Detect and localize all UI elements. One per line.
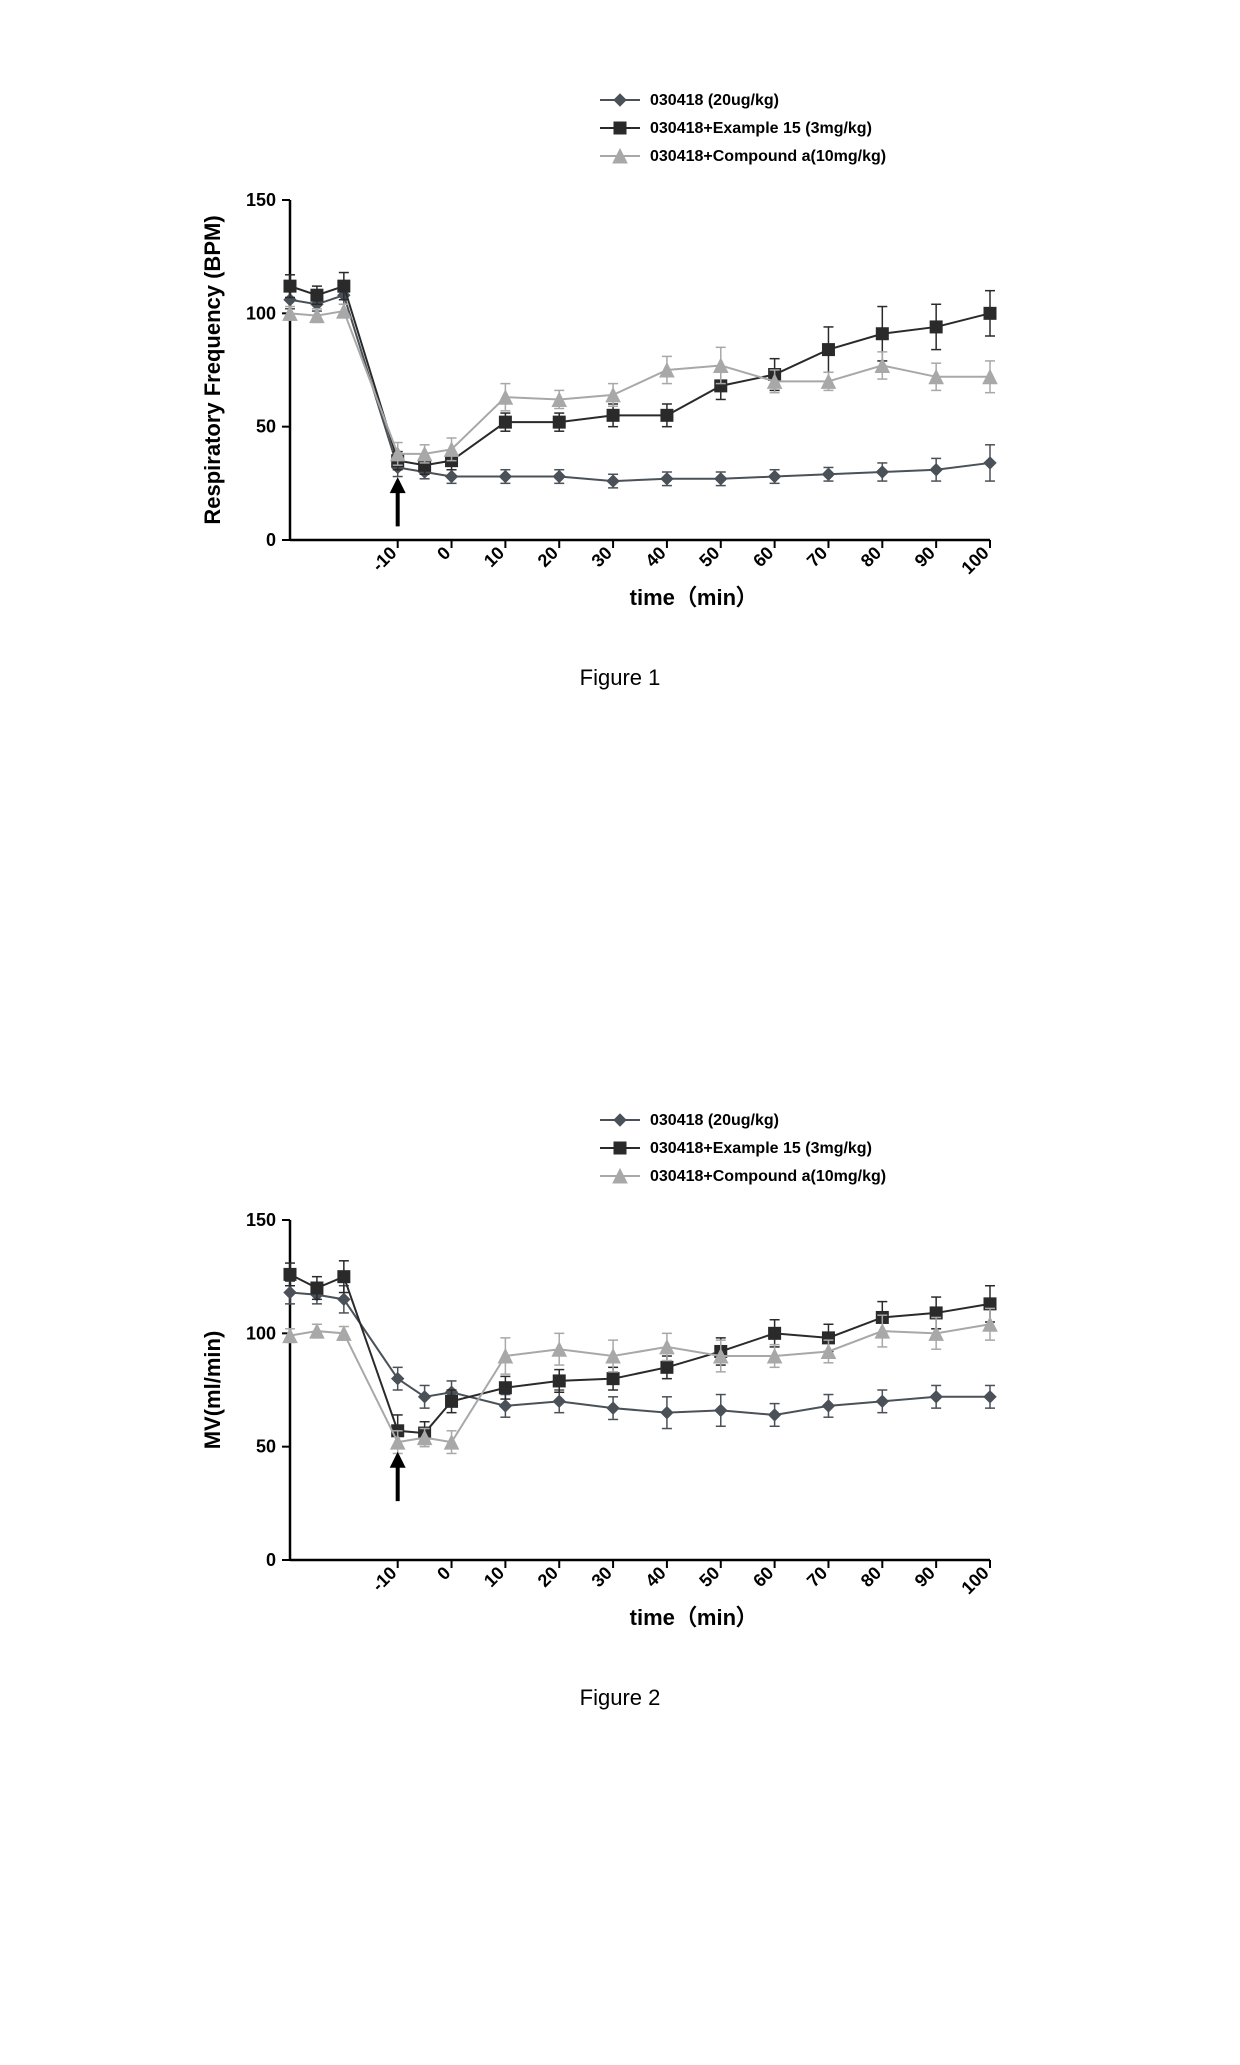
svg-text:60: 60 xyxy=(749,1563,777,1591)
svg-text:100: 100 xyxy=(957,1563,992,1598)
figure-1-chart: 050100150-100102030405060708090100Respir… xyxy=(170,80,1070,640)
svg-text:030418 (20ug/kg): 030418 (20ug/kg) xyxy=(650,1112,779,1129)
page: 0 50 100 150 -10 0 10 20 30 40 50 60 70 80 90 100 Respir… xyxy=(0,0,1240,2065)
svg-text:40: 40 xyxy=(641,543,669,571)
figure-2-block: 050100150-100102030405060708090100MV(ml/… xyxy=(170,1100,1070,1711)
svg-text:50: 50 xyxy=(695,1563,723,1591)
svg-text:030418+Compound a(10mg/kg): 030418+Compound a(10mg/kg) xyxy=(650,148,886,165)
svg-text:100: 100 xyxy=(246,1323,276,1343)
svg-text:90: 90 xyxy=(911,1563,939,1591)
svg-text:0: 0 xyxy=(266,530,276,550)
figure-2-chart: 050100150-100102030405060708090100MV(ml/… xyxy=(170,1100,1070,1660)
svg-text:80: 80 xyxy=(857,1563,885,1591)
svg-text:90: 90 xyxy=(911,543,939,571)
svg-text:10: 10 xyxy=(480,543,508,571)
svg-text:0: 0 xyxy=(266,1550,276,1570)
figure-1-block: 050100150-100102030405060708090100Respir… xyxy=(170,80,1070,691)
svg-text:time（min）: time（min） xyxy=(630,585,758,610)
svg-text:60: 60 xyxy=(749,543,777,571)
svg-text:100: 100 xyxy=(957,543,992,578)
svg-text:30: 30 xyxy=(588,1563,616,1591)
svg-text:-10: -10 xyxy=(368,543,401,576)
svg-text:50: 50 xyxy=(256,417,276,437)
svg-text:150: 150 xyxy=(246,1210,276,1230)
svg-text:030418+Example 15 (3mg/kg): 030418+Example 15 (3mg/kg) xyxy=(650,120,872,137)
svg-text:Respiratory Frequency (BPM): Respiratory Frequency (BPM) xyxy=(200,215,225,524)
svg-text:70: 70 xyxy=(803,1563,831,1591)
svg-text:40: 40 xyxy=(641,1563,669,1591)
figure-1-caption: Figure 1 xyxy=(170,665,1070,691)
svg-text:030418+Example 15 (3mg/kg): 030418+Example 15 (3mg/kg) xyxy=(650,1140,872,1157)
svg-text:30: 30 xyxy=(588,543,616,571)
svg-text:80: 80 xyxy=(857,543,885,571)
svg-text:time（min）: time（min） xyxy=(630,1605,758,1630)
svg-text:10: 10 xyxy=(480,1563,508,1591)
svg-text:100: 100 xyxy=(246,303,276,323)
svg-text:030418+Compound a(10mg/kg): 030418+Compound a(10mg/kg) xyxy=(650,1168,886,1185)
svg-text:-10: -10 xyxy=(368,1563,401,1596)
svg-text:20: 20 xyxy=(534,543,562,571)
svg-text:70: 70 xyxy=(803,543,831,571)
svg-text:20: 20 xyxy=(534,1563,562,1591)
figure-2-caption: Figure 2 xyxy=(170,1685,1070,1711)
svg-text:MV(ml/min): MV(ml/min) xyxy=(200,1331,225,1450)
svg-text:50: 50 xyxy=(256,1437,276,1457)
svg-text:030418 (20ug/kg): 030418 (20ug/kg) xyxy=(650,92,779,109)
svg-text:150: 150 xyxy=(246,190,276,210)
svg-text:50: 50 xyxy=(695,543,723,571)
